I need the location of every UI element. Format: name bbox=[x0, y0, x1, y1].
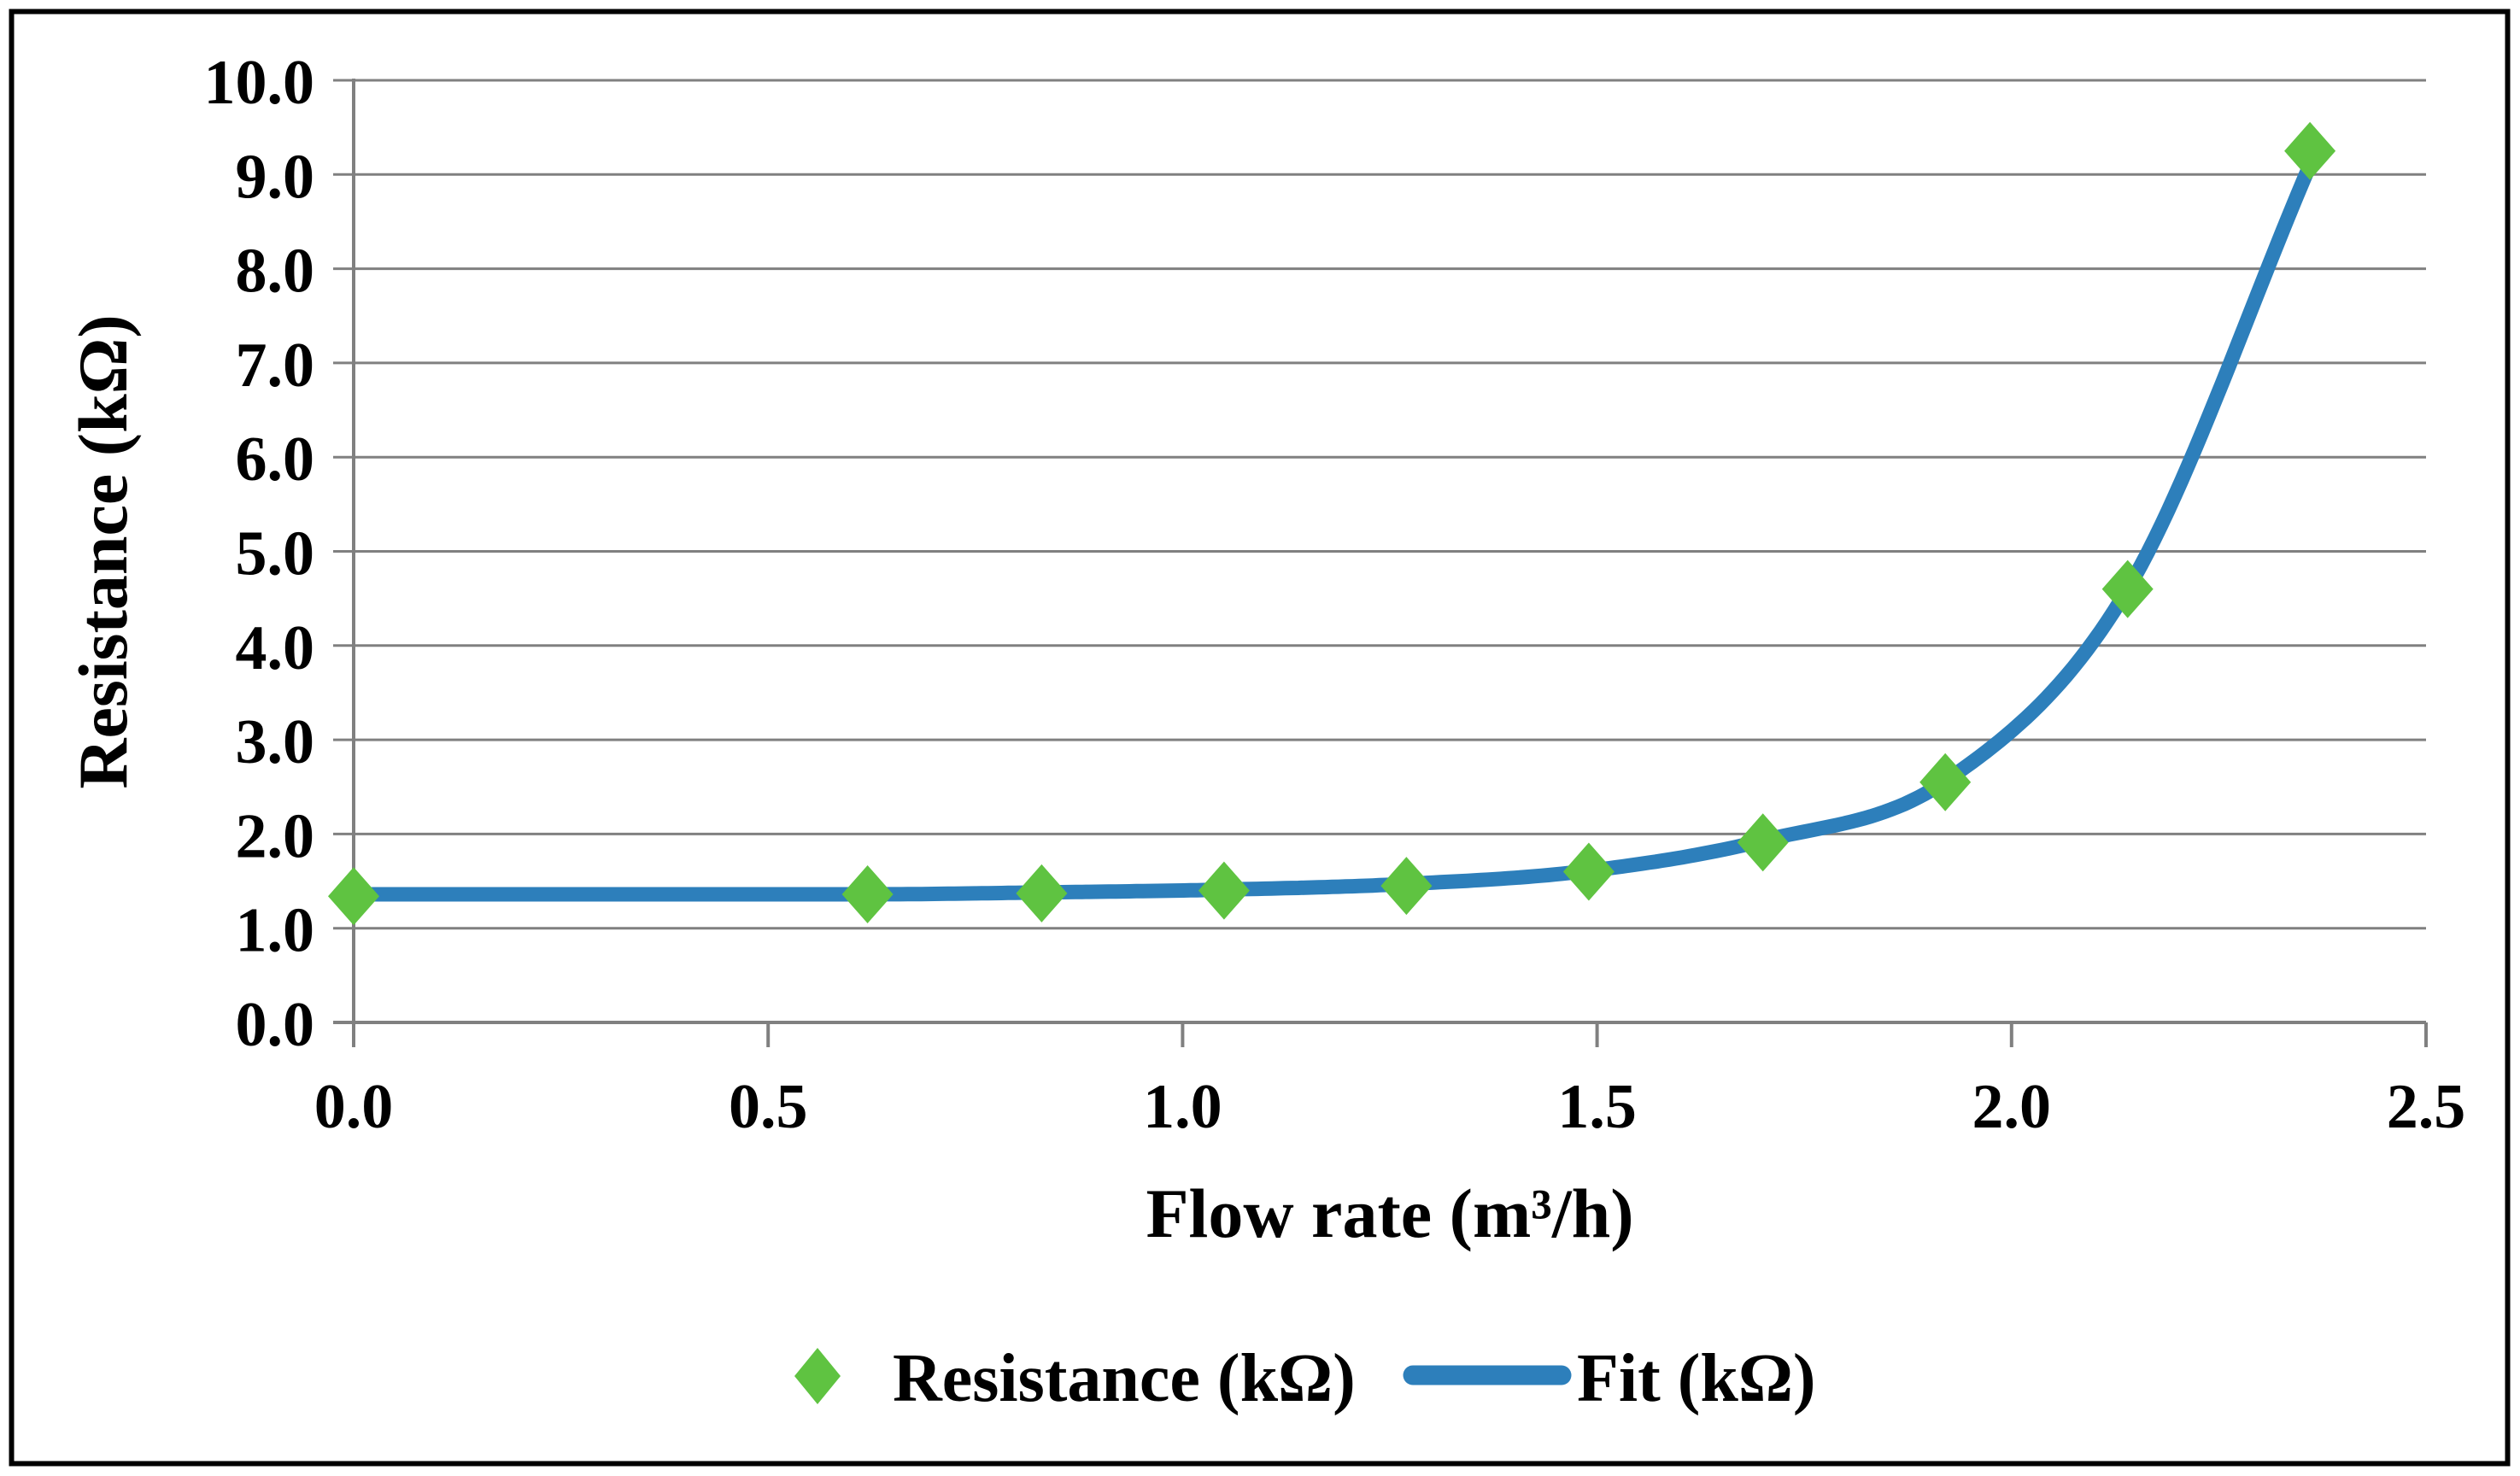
y-tick-label: 0.0 bbox=[236, 990, 315, 1060]
y-tick-label: 7.0 bbox=[236, 331, 315, 401]
y-tick-label: 3.0 bbox=[236, 707, 315, 777]
data-point-diamond bbox=[1562, 842, 1615, 901]
y-tick-label: 6.0 bbox=[236, 425, 315, 495]
y-tick-label: 4.0 bbox=[236, 613, 315, 683]
x-tick-label: 2.5 bbox=[2387, 1072, 2466, 1142]
legend-label-fit: Fit (kΩ) bbox=[1577, 1341, 1816, 1416]
y-tick-labels: 0.0 1.0 2.0 3.0 4.0 5.0 6.0 7.0 8.0 9.0 10.0 bbox=[204, 48, 315, 1060]
x-tick-label: 2.0 bbox=[1972, 1072, 2052, 1142]
data-point-diamond bbox=[1737, 813, 1789, 872]
x-tick-label: 1.0 bbox=[1143, 1072, 1222, 1142]
x-ticks bbox=[352, 1022, 2428, 1047]
y-tick-label: 5.0 bbox=[236, 519, 315, 589]
legend: Resistance (kΩ) Fit (kΩ) bbox=[794, 1341, 1816, 1416]
outer-border bbox=[9, 9, 2511, 1467]
x-tick-label: 0.5 bbox=[729, 1072, 808, 1142]
data-point-diamond bbox=[1198, 861, 1250, 920]
x-tick-label: 0.0 bbox=[314, 1072, 394, 1142]
y-tick-label: 8.0 bbox=[236, 237, 315, 307]
data-point-diamond bbox=[2284, 121, 2336, 180]
legend-label-resistance: Resistance (kΩ) bbox=[893, 1341, 1356, 1416]
legend-marker-resistance-icon bbox=[794, 1348, 841, 1404]
data-point-diamond bbox=[2101, 559, 2154, 618]
y-tick-label: 1.0 bbox=[236, 896, 315, 966]
data-points bbox=[328, 121, 2336, 926]
x-tick-label: 1.5 bbox=[1557, 1072, 1637, 1142]
y-tick-label: 9.0 bbox=[236, 142, 315, 212]
y-tick-label: 2.0 bbox=[236, 801, 315, 871]
data-point-diamond bbox=[328, 867, 379, 926]
x-tick-labels: 0.0 0.5 1.0 1.5 2.0 2.5 bbox=[314, 1072, 2466, 1142]
y-tick-label: 10.0 bbox=[204, 48, 315, 118]
data-point-diamond bbox=[1919, 753, 1972, 811]
data-point-diamond bbox=[1016, 864, 1068, 922]
fit-line bbox=[346, 157, 2318, 902]
y-axis-title: Resistance (kΩ) bbox=[64, 314, 142, 788]
x-axis-title: Flow rate (m³/h) bbox=[1146, 1174, 1633, 1252]
data-point-diamond bbox=[841, 865, 894, 923]
data-point-diamond bbox=[1380, 857, 1433, 916]
